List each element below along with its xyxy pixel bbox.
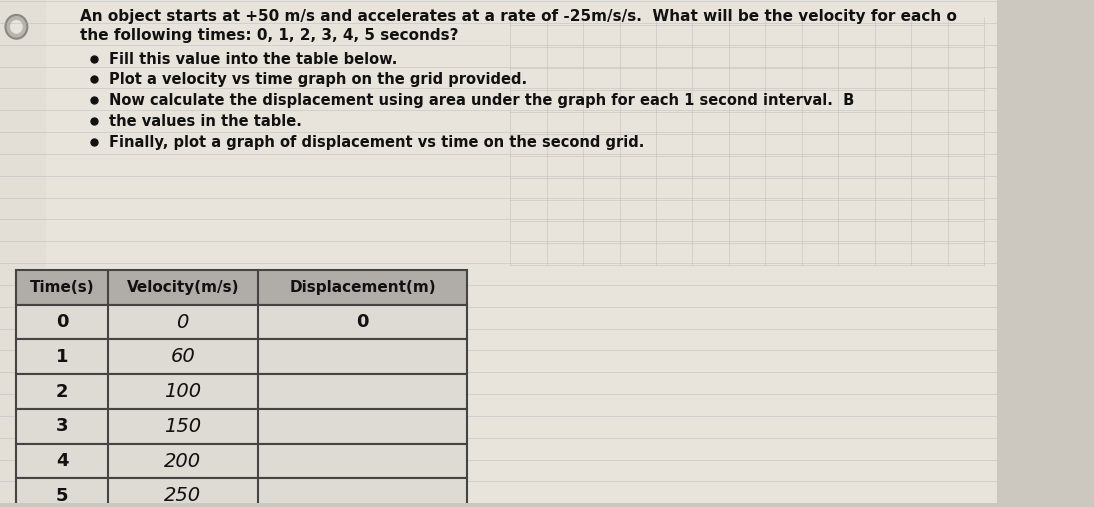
Text: 60: 60 <box>171 347 195 367</box>
Text: Displacement(m): Displacement(m) <box>289 280 435 295</box>
Bar <box>16 444 467 479</box>
Text: An object starts at +50 m/s and accelerates at a rate of -25m/s/s.  What will be: An object starts at +50 m/s and accelera… <box>80 9 957 24</box>
Text: Plot a velocity vs time graph on the grid provided.: Plot a velocity vs time graph on the gri… <box>109 73 527 88</box>
Text: the following times: 0, 1, 2, 3, 4, 5 seconds?: the following times: 0, 1, 2, 3, 4, 5 se… <box>80 28 458 43</box>
Text: 1: 1 <box>56 348 68 366</box>
Bar <box>16 305 467 340</box>
Bar <box>16 409 467 444</box>
Text: Fill this value into the table below.: Fill this value into the table below. <box>109 52 398 66</box>
Text: 100: 100 <box>164 382 201 401</box>
Text: Finally, plot a graph of displacement vs time on the second grid.: Finally, plot a graph of displacement vs… <box>109 135 644 150</box>
Text: 250: 250 <box>164 486 201 505</box>
Text: 3: 3 <box>56 417 68 436</box>
Bar <box>16 374 467 409</box>
Text: Velocity(m/s): Velocity(m/s) <box>127 280 238 295</box>
Bar <box>16 270 467 305</box>
Circle shape <box>5 15 27 39</box>
Text: Now calculate the displacement using area under the graph for each 1 second inte: Now calculate the displacement using are… <box>109 93 854 108</box>
Bar <box>16 340 467 374</box>
Text: 0: 0 <box>176 313 189 332</box>
Text: 0: 0 <box>357 313 369 331</box>
Text: 150: 150 <box>164 417 201 436</box>
Text: the values in the table.: the values in the table. <box>109 114 302 129</box>
Circle shape <box>10 20 23 34</box>
Bar <box>16 479 467 507</box>
Text: 0: 0 <box>56 313 68 331</box>
Text: 200: 200 <box>164 452 201 470</box>
Text: 5: 5 <box>56 487 68 505</box>
Text: 4: 4 <box>56 452 68 470</box>
Text: 2: 2 <box>56 383 68 401</box>
Text: Time(s): Time(s) <box>30 280 94 295</box>
Bar <box>0 0 46 503</box>
